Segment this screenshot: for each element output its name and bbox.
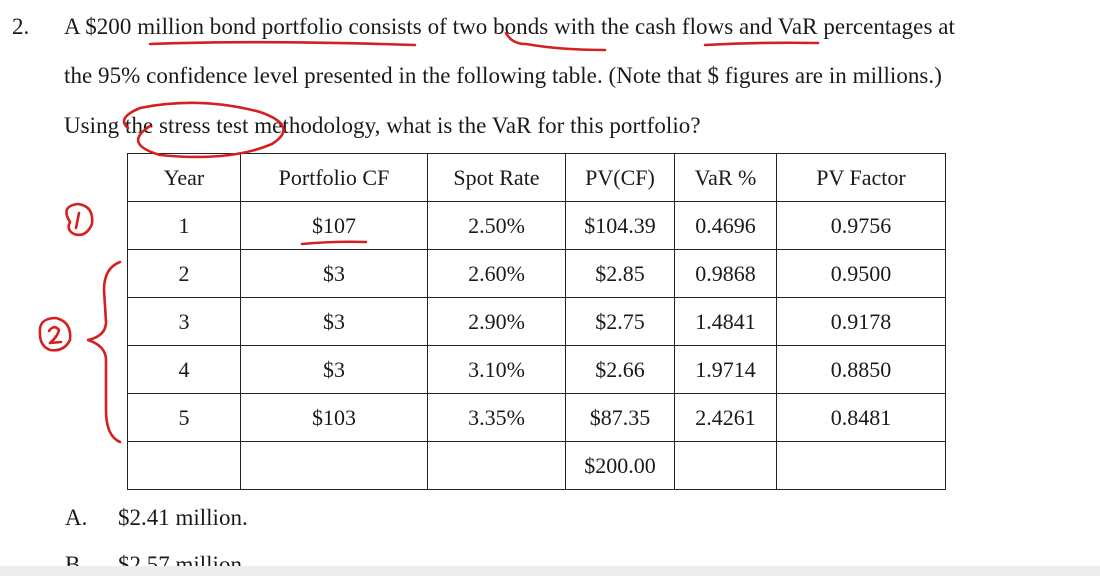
choice-a-text: $2.41 million. xyxy=(118,505,248,530)
table-header-row: Year Portfolio CF Spot Rate PV(CF) VaR %… xyxy=(127,153,946,202)
cell-pv-factor xyxy=(776,441,946,490)
cell-portfolio-cf: $107 xyxy=(240,201,428,250)
cell-pv-factor: 0.8850 xyxy=(776,345,946,394)
cell-var-pct: 1.9714 xyxy=(674,345,777,394)
header-year: Year xyxy=(127,153,241,202)
cell-year: 3 xyxy=(127,297,241,346)
curly-brace-years-2-to-5 xyxy=(86,260,122,444)
cell-pv-cf: $2.66 xyxy=(565,345,675,394)
table-row: 3 $3 2.90% $2.75 1.4841 0.9178 xyxy=(127,297,946,346)
table-row: 2 $3 2.60% $2.85 0.9868 0.9500 xyxy=(127,249,946,298)
cell-var-pct: 0.9868 xyxy=(674,249,777,298)
cell-spot-rate: 3.35% xyxy=(427,393,566,442)
cell-year: 4 xyxy=(127,345,241,394)
circled-number-2-digit xyxy=(47,325,63,345)
cell-pv-cf: $104.39 xyxy=(565,201,675,250)
question-text-line-1: A $200 million bond portfolio consists o… xyxy=(64,14,955,39)
cell-pv-cf: $2.75 xyxy=(565,297,675,346)
cell-portfolio-cf: $103 xyxy=(240,393,428,442)
circled-number-1 xyxy=(65,202,94,237)
cell-var-pct: 2.4261 xyxy=(674,393,777,442)
header-pv-cf: PV(CF) xyxy=(565,153,675,202)
cell-year xyxy=(127,441,241,490)
table-row: 4 $3 3.10% $2.66 1.9714 0.8850 xyxy=(127,345,946,394)
cell-spot-rate: 3.10% xyxy=(427,345,566,394)
table-total-row: $200.00 xyxy=(127,441,946,490)
cash-flow-table: Year Portfolio CF Spot Rate PV(CF) VaR %… xyxy=(127,153,946,490)
underline-200-million-bond xyxy=(148,40,417,47)
cell-pv-factor: 0.9178 xyxy=(776,297,946,346)
table-row: 5 $103 3.35% $87.35 2.4261 0.8481 xyxy=(127,393,946,442)
cell-spot-rate: 2.90% xyxy=(427,297,566,346)
header-pv-factor: PV Factor xyxy=(776,153,946,202)
cell-spot-rate: 2.50% xyxy=(427,201,566,250)
cell-portfolio-cf: $3 xyxy=(240,249,428,298)
underline-cash-flows xyxy=(703,41,820,47)
cell-pv-cf: $87.35 xyxy=(565,393,675,442)
cell-portfolio-cf: $3 xyxy=(240,297,428,346)
cell-year: 1 xyxy=(127,201,241,250)
cell-pv-factor: 0.8481 xyxy=(776,393,946,442)
header-portfolio-cf: Portfolio CF xyxy=(240,153,428,202)
cell-spot-rate: 2.60% xyxy=(427,249,566,298)
cell-var-pct: 1.4841 xyxy=(674,297,777,346)
cell-var-pct xyxy=(674,441,777,490)
cell-portfolio-cf xyxy=(240,441,428,490)
cell-pv-factor: 0.9500 xyxy=(776,249,946,298)
question-number: 2. xyxy=(12,14,30,39)
cell-pv-total: $200.00 xyxy=(565,441,675,490)
question-text-line-3: Using the stress test methodology, what … xyxy=(64,113,701,138)
circled-number-2 xyxy=(38,316,72,352)
cell-portfolio-cf: $3 xyxy=(240,345,428,394)
cell-var-pct: 0.4696 xyxy=(674,201,777,250)
choice-a-letter: A. xyxy=(65,505,88,530)
bottom-scroll-bar xyxy=(0,566,1100,576)
cell-year: 5 xyxy=(127,393,241,442)
cell-spot-rate xyxy=(427,441,566,490)
cell-pv-factor: 0.9756 xyxy=(776,201,946,250)
header-var-pct: VaR % xyxy=(674,153,777,202)
circled-number-1-stroke xyxy=(74,211,81,230)
question-text-line-2: the 95% confidence level presented in th… xyxy=(64,63,942,88)
table-row: 1 $107 2.50% $104.39 0.4696 0.9756 xyxy=(127,201,946,250)
header-spot-rate: Spot Rate xyxy=(427,153,566,202)
cell-pv-cf: $2.85 xyxy=(565,249,675,298)
cell-year: 2 xyxy=(127,249,241,298)
